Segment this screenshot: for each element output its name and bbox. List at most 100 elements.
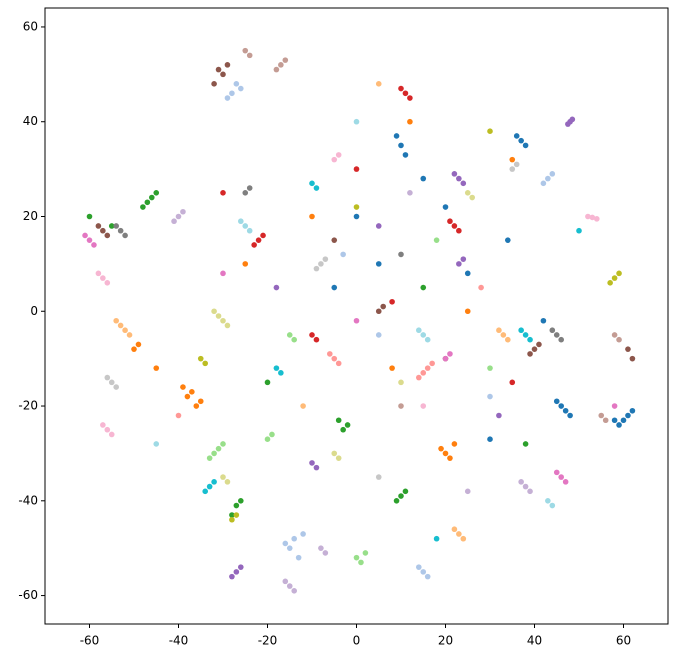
point bbox=[113, 223, 119, 229]
point bbox=[340, 426, 346, 433]
point bbox=[95, 223, 102, 229]
point bbox=[393, 498, 400, 504]
point bbox=[273, 66, 280, 73]
point bbox=[122, 327, 128, 334]
point bbox=[113, 317, 119, 324]
point bbox=[238, 564, 244, 570]
point bbox=[335, 417, 342, 424]
point bbox=[233, 569, 240, 575]
point bbox=[175, 213, 182, 220]
point bbox=[398, 493, 404, 499]
point bbox=[456, 227, 462, 234]
point bbox=[402, 152, 409, 158]
y-tick-label: 40 bbox=[23, 114, 38, 128]
point bbox=[353, 213, 360, 220]
point bbox=[567, 412, 573, 419]
point bbox=[540, 317, 547, 324]
point bbox=[389, 365, 395, 371]
point bbox=[420, 175, 427, 182]
point bbox=[286, 583, 293, 589]
point bbox=[540, 180, 547, 187]
point bbox=[505, 336, 511, 343]
point bbox=[144, 199, 151, 206]
point bbox=[496, 327, 502, 334]
x-tick-label: 40 bbox=[527, 634, 542, 648]
point bbox=[282, 540, 289, 547]
series-points bbox=[211, 190, 476, 485]
point bbox=[616, 270, 622, 277]
point bbox=[86, 237, 93, 243]
point bbox=[153, 365, 160, 371]
point bbox=[625, 346, 631, 352]
point bbox=[611, 275, 618, 281]
point bbox=[318, 261, 324, 267]
point bbox=[242, 223, 249, 229]
point bbox=[220, 317, 226, 324]
point bbox=[527, 336, 533, 343]
point bbox=[629, 407, 636, 414]
series-points bbox=[86, 190, 529, 518]
point bbox=[313, 265, 320, 272]
x-tick-label: -60 bbox=[80, 634, 100, 648]
point bbox=[104, 280, 111, 286]
point bbox=[420, 332, 427, 338]
point bbox=[416, 564, 422, 570]
point bbox=[255, 237, 262, 243]
y-tick-label: -20 bbox=[18, 399, 38, 413]
point bbox=[108, 223, 115, 229]
point bbox=[442, 204, 449, 210]
x-tick-label: -20 bbox=[258, 634, 278, 648]
point bbox=[398, 251, 404, 258]
point bbox=[456, 175, 462, 182]
point bbox=[313, 336, 320, 343]
point bbox=[229, 573, 235, 580]
point bbox=[286, 332, 293, 338]
series-points bbox=[206, 237, 493, 566]
point bbox=[451, 441, 458, 447]
point bbox=[309, 180, 315, 187]
point bbox=[206, 483, 213, 490]
point bbox=[122, 232, 128, 239]
point bbox=[594, 216, 600, 222]
point bbox=[576, 227, 582, 234]
point bbox=[100, 422, 106, 428]
point bbox=[193, 403, 200, 409]
point bbox=[518, 327, 524, 334]
point bbox=[375, 308, 382, 315]
point bbox=[220, 270, 226, 277]
point bbox=[220, 474, 226, 480]
point bbox=[95, 270, 102, 277]
y-tick-label: 20 bbox=[23, 209, 38, 223]
point bbox=[82, 232, 88, 239]
series-points bbox=[242, 47, 622, 424]
y-tick-label: 0 bbox=[30, 304, 38, 318]
point bbox=[251, 242, 257, 248]
point bbox=[264, 436, 271, 443]
point bbox=[211, 479, 217, 485]
point bbox=[331, 156, 338, 163]
point bbox=[313, 464, 320, 471]
point bbox=[202, 360, 208, 367]
point bbox=[135, 341, 142, 348]
point bbox=[611, 417, 618, 424]
point bbox=[487, 365, 493, 371]
point bbox=[358, 559, 364, 566]
point bbox=[104, 232, 111, 239]
plot-frame bbox=[44, 7, 669, 625]
point bbox=[629, 355, 636, 362]
point bbox=[398, 142, 404, 149]
point bbox=[153, 190, 160, 196]
point bbox=[340, 251, 346, 258]
point bbox=[180, 208, 186, 215]
point bbox=[220, 190, 226, 196]
point bbox=[420, 370, 427, 376]
point bbox=[269, 431, 275, 438]
point bbox=[331, 284, 338, 291]
point bbox=[527, 351, 533, 357]
point bbox=[264, 379, 271, 386]
point bbox=[286, 545, 293, 551]
point bbox=[353, 166, 360, 172]
point bbox=[86, 213, 93, 220]
point bbox=[229, 512, 235, 518]
point bbox=[353, 317, 360, 324]
